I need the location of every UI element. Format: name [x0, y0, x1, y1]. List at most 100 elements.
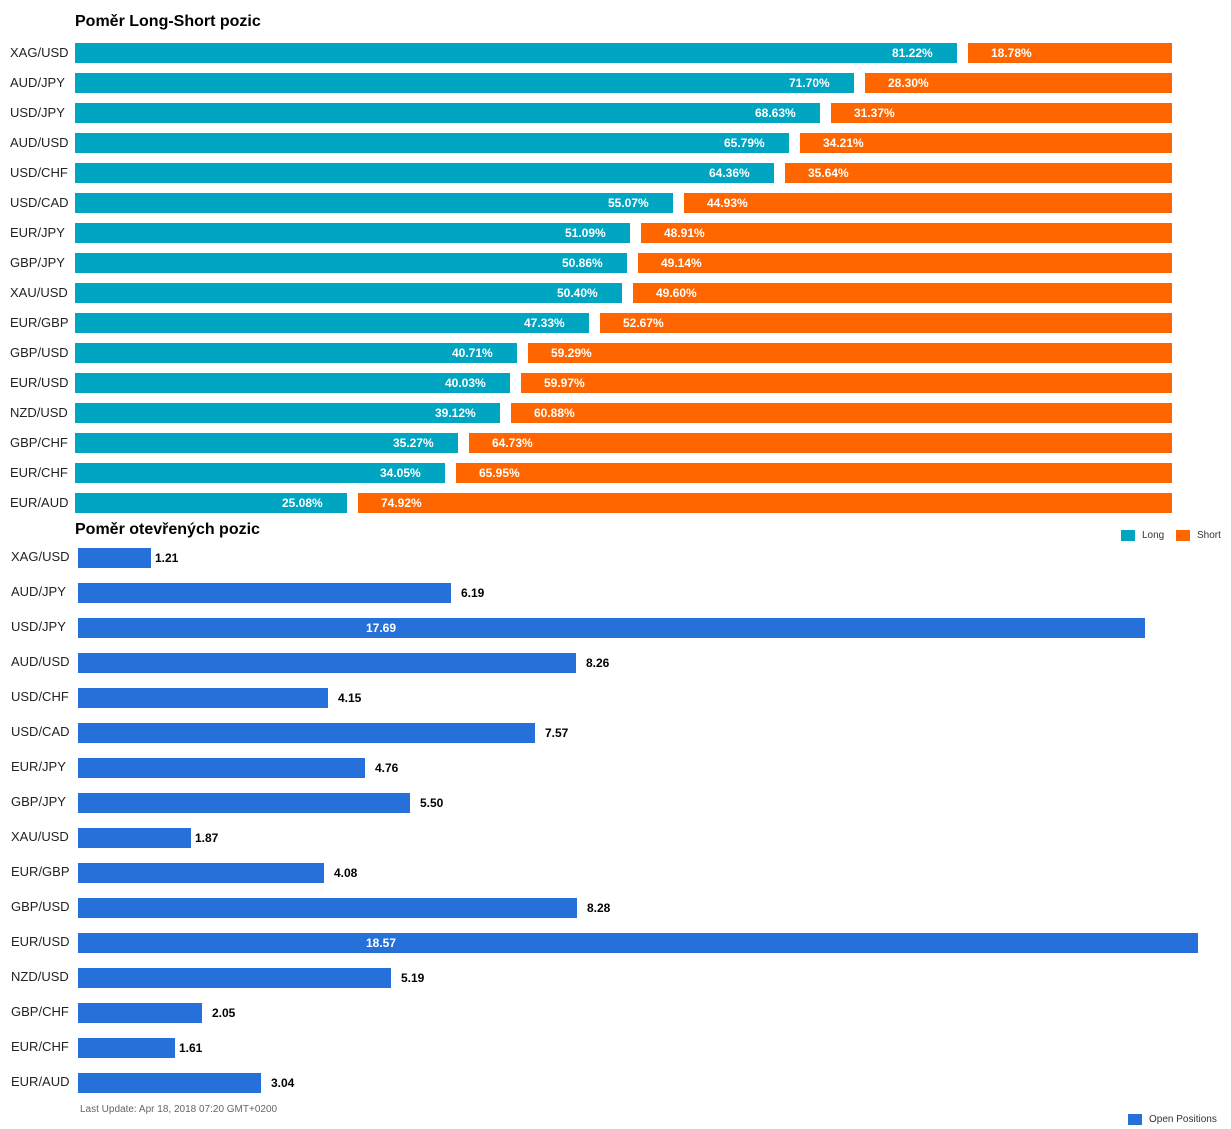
open-positions-bar [78, 758, 365, 778]
category-label: EUR/CHF [10, 465, 68, 480]
category-label: XAU/USD [11, 829, 69, 844]
long-bar [75, 493, 347, 513]
long-value-label: 55.07% [608, 196, 649, 210]
short-bar [456, 463, 1172, 483]
legend-label-open-positions: Open Positions [1149, 1114, 1217, 1125]
open-positions-value-label: 17.69 [366, 621, 397, 635]
open-positions-value-label: 6.19 [461, 586, 485, 600]
open-positions-bar [78, 1003, 202, 1023]
open-positions-value-label: 2.05 [212, 1006, 236, 1020]
open-positions-value-label: 1.87 [195, 831, 219, 845]
open-positions-bar [78, 1073, 261, 1093]
category-label: GBP/JPY [11, 794, 66, 809]
open-positions-value-label: 4.76 [375, 761, 399, 775]
short-value-label: 28.30% [888, 76, 929, 90]
category-label: EUR/GBP [10, 315, 69, 330]
long-bar [75, 43, 957, 63]
long-bar [75, 283, 622, 303]
short-bar [633, 283, 1172, 303]
legend-label-long: Long [1142, 530, 1165, 541]
category-label: AUD/USD [11, 654, 70, 669]
open-positions-chart-title: Poměr otevřených pozic [75, 521, 260, 538]
category-label: USD/JPY [11, 619, 66, 634]
long-bar [75, 193, 673, 213]
short-value-label: 35.64% [808, 166, 849, 180]
open-positions-bar [78, 618, 1145, 638]
short-bar [600, 313, 1172, 333]
category-label: GBP/CHF [10, 435, 68, 450]
long-value-label: 68.63% [755, 106, 796, 120]
short-value-label: 65.95% [479, 466, 520, 480]
open-positions-value-label: 5.50 [420, 796, 444, 810]
short-bar [469, 433, 1172, 453]
open-positions-bar [78, 688, 328, 708]
long-bar [75, 103, 820, 123]
short-value-label: 60.88% [534, 406, 575, 420]
long-value-label: 47.33% [524, 316, 565, 330]
category-label: EUR/JPY [11, 759, 66, 774]
long-value-label: 40.71% [452, 346, 493, 360]
legend-swatch-short [1176, 530, 1190, 541]
short-bar [521, 373, 1172, 393]
category-label: GBP/USD [11, 899, 70, 914]
category-label: GBP/JPY [10, 255, 65, 270]
category-label: XAU/USD [10, 285, 68, 300]
short-bar [511, 403, 1172, 423]
short-bar [528, 343, 1172, 363]
open-positions-value-label: 8.26 [586, 656, 610, 670]
category-label: EUR/CHF [11, 1039, 69, 1054]
long-value-label: 64.36% [709, 166, 750, 180]
short-bar [638, 253, 1172, 273]
long-value-label: 51.09% [565, 226, 606, 240]
long-value-label: 25.08% [282, 496, 323, 510]
category-label: USD/CAD [11, 724, 70, 739]
short-bar [641, 223, 1172, 243]
long-bar [75, 313, 589, 333]
short-value-label: 34.21% [823, 136, 864, 150]
category-label: AUD/JPY [11, 584, 66, 599]
open-positions-bar [78, 583, 451, 603]
open-positions-bar [78, 548, 151, 568]
open-positions-value-label: 1.61 [179, 1041, 203, 1055]
long-bar [75, 223, 630, 243]
short-value-label: 18.78% [991, 46, 1032, 60]
long-bar [75, 433, 458, 453]
open-positions-value-label: 8.28 [587, 901, 611, 915]
long-bar [75, 73, 854, 93]
open-positions-value-label: 4.15 [338, 691, 362, 705]
category-label: EUR/USD [11, 934, 70, 949]
category-label: USD/CHF [11, 689, 69, 704]
short-bar [865, 73, 1172, 93]
short-value-label: 49.14% [661, 256, 702, 270]
short-value-label: 49.60% [656, 286, 697, 300]
long-bar [75, 463, 445, 483]
category-label: USD/CHF [10, 165, 68, 180]
short-value-label: 64.73% [492, 436, 533, 450]
long-short-chart-title: Poměr Long-Short pozic [75, 13, 261, 30]
open-positions-bar [78, 723, 535, 743]
category-label: EUR/AUD [11, 1074, 70, 1089]
short-value-label: 31.37% [854, 106, 895, 120]
short-bar [358, 493, 1172, 513]
short-value-label: 48.91% [664, 226, 705, 240]
open-positions-bar [78, 863, 324, 883]
long-value-label: 40.03% [445, 376, 486, 390]
long-bar [75, 403, 500, 423]
category-label: EUR/GBP [11, 864, 70, 879]
open-positions-value-label: 4.08 [334, 866, 358, 880]
open-positions-bar [78, 898, 577, 918]
short-value-label: 59.29% [551, 346, 592, 360]
legend-swatch-long [1121, 530, 1135, 541]
long-value-label: 35.27% [393, 436, 434, 450]
short-bar [684, 193, 1172, 213]
category-label: NZD/USD [10, 405, 68, 420]
short-value-label: 44.93% [707, 196, 748, 210]
long-bar [75, 343, 517, 363]
short-bar [785, 163, 1172, 183]
open-positions-value-label: 1.21 [155, 551, 179, 565]
category-label: USD/JPY [10, 105, 65, 120]
category-label: EUR/AUD [10, 495, 69, 510]
long-value-label: 50.86% [562, 256, 603, 270]
open-positions-bar [78, 968, 391, 988]
short-bar [800, 133, 1172, 153]
